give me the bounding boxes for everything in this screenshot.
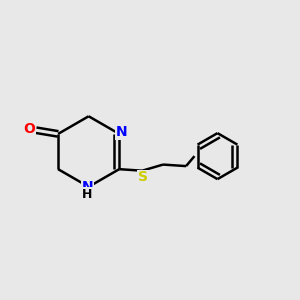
Text: N: N <box>81 180 93 194</box>
Text: O: O <box>23 122 35 136</box>
Text: N: N <box>116 125 127 140</box>
Text: S: S <box>138 170 148 184</box>
Text: H: H <box>82 188 92 201</box>
